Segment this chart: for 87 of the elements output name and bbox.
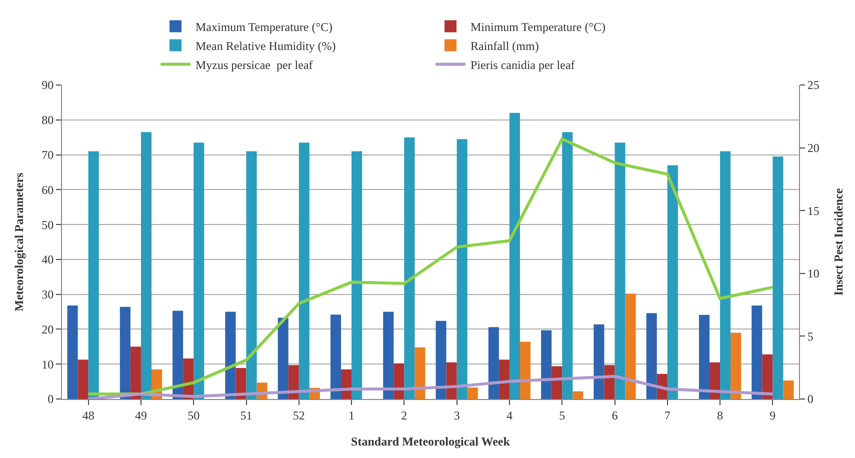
x-tick-label: 51 (240, 408, 252, 422)
bar (646, 313, 657, 399)
bar (88, 151, 99, 399)
bar (772, 156, 784, 399)
bar (667, 165, 678, 399)
y-tick-label: 80 (42, 113, 54, 128)
x-tick-label: 9 (770, 408, 776, 422)
y2-tick-label: 0 (807, 392, 814, 406)
y-tick-label: 60 (42, 182, 54, 197)
legend-label: Minimum Temperature (°C) (470, 20, 606, 34)
bar (783, 380, 794, 399)
y-tick-label: 10 (42, 357, 54, 372)
y2-tick-label: 20 (807, 141, 820, 155)
x-tick-label: 52 (292, 408, 305, 422)
y-tick-label: 0 (48, 392, 54, 406)
bar (298, 142, 310, 399)
x-tick-label: 1 (348, 408, 355, 422)
y2-tick-label: 5 (807, 329, 814, 344)
bar (698, 314, 710, 399)
bar (541, 330, 552, 399)
line-series (86, 374, 774, 399)
bar (288, 365, 299, 399)
bar (236, 368, 246, 399)
x-tick-label: 3 (454, 408, 460, 422)
bar (509, 112, 520, 399)
bar (246, 151, 257, 399)
y-tick-label: 70 (42, 148, 54, 162)
bar (614, 142, 626, 399)
x-tick-label: 5 (559, 408, 566, 422)
bar (625, 294, 636, 399)
x-tick-label: 48 (82, 408, 94, 422)
bar (720, 151, 731, 399)
legend-label: Rainfall (mm) (470, 38, 539, 53)
line-series (86, 138, 774, 396)
bar (498, 360, 510, 399)
legend-label: Myzus persicae per leaf (196, 58, 313, 72)
bar (520, 342, 531, 399)
bar (467, 387, 478, 399)
y2-tick-label: 10 (807, 266, 820, 281)
x-tick-label: 2 (401, 408, 408, 422)
x-axis-title: Standard Meteorological Week (351, 434, 510, 448)
x-tick-label: 8 (717, 408, 724, 422)
y2-axis-title: Insect Pest Incidence (831, 188, 846, 296)
bar (456, 139, 468, 399)
bar (278, 318, 288, 399)
bar (140, 132, 152, 399)
bar (414, 347, 426, 399)
bar (352, 151, 362, 399)
y-tick-label: 50 (42, 218, 54, 232)
bar (552, 366, 562, 399)
bar (394, 363, 404, 399)
x-tick-label: 50 (188, 408, 200, 422)
bar (330, 314, 342, 399)
legend-label: Mean Relative Humidity (%) (196, 38, 336, 53)
y2-tick-label: 25 (807, 78, 820, 92)
legend-label: Pieris canidia per leaf (470, 58, 575, 72)
y2-tick-label: 15 (807, 204, 820, 218)
x-tick-label: 49 (134, 408, 147, 422)
bar (78, 360, 88, 399)
bar (194, 142, 204, 399)
bar (594, 324, 604, 399)
legend-label: Maximum Temperature (°C) (196, 20, 333, 34)
bar (225, 312, 236, 399)
bar (172, 310, 184, 399)
bar (383, 312, 394, 399)
bar (67, 306, 78, 399)
x-tick-label: 4 (506, 408, 512, 422)
x-tick-label: 7 (664, 408, 670, 422)
bar (120, 306, 130, 399)
bar (436, 320, 446, 399)
bar (730, 332, 742, 399)
y-tick-label: 90 (42, 78, 54, 92)
bar (488, 327, 499, 399)
bar (130, 346, 141, 399)
x-tick-label: 6 (612, 408, 618, 422)
bar (752, 306, 762, 399)
y-axis-title: Meteorological Parameters (12, 172, 26, 312)
bar (762, 354, 773, 399)
y-tick-label: 30 (42, 288, 54, 302)
bar (562, 132, 573, 399)
bar (604, 365, 615, 399)
bar (404, 137, 415, 399)
y-tick-label: 20 (42, 322, 54, 336)
y-tick-label: 40 (42, 252, 54, 267)
bar (572, 391, 584, 399)
bar (446, 362, 457, 399)
bar (710, 362, 720, 399)
